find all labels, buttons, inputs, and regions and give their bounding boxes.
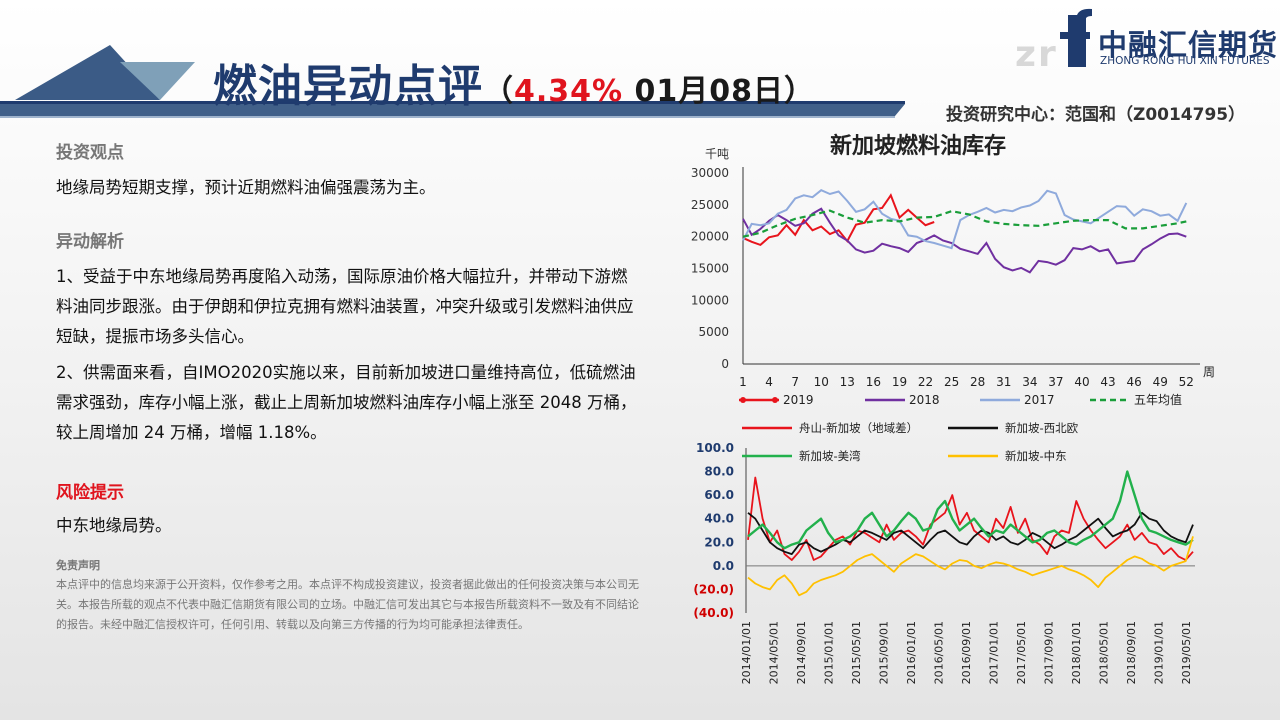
y-tick-label: 60.0 xyxy=(704,488,734,502)
x-tick-label: 22 xyxy=(918,375,933,389)
svg-text:r: r xyxy=(1038,34,1056,75)
x-tick-label: 2017/09/01 xyxy=(1043,621,1056,684)
x-tick-label: 2017/01/01 xyxy=(988,621,1001,684)
view-heading: 投资观点 xyxy=(56,143,124,163)
x-tick-label: 28 xyxy=(970,375,985,389)
x-tick-label: 2014/01/01 xyxy=(740,621,753,684)
company-logo-en: ZHONG RONG HUI XIN FUTURES xyxy=(1100,55,1270,67)
title-change-percent: 4.34% xyxy=(514,74,624,109)
y-tick-label: 100.0 xyxy=(696,441,734,455)
analyst-info: 投资研究中心：范国和（Z0014795） xyxy=(946,105,1246,125)
x-tick-label: 2018/01/01 xyxy=(1070,621,1083,684)
y-axis-unit-label: 千吨 xyxy=(705,147,729,161)
x-axis-unit-label: 周 xyxy=(1203,365,1215,379)
header-banner: z r xyxy=(0,8,1092,118)
x-tick-label: 25 xyxy=(944,375,959,389)
x-tick-label: 2014/09/01 xyxy=(795,621,808,684)
x-tick-label: 43 xyxy=(1100,375,1115,389)
y-tick-label: 40.0 xyxy=(704,512,734,526)
x-tick-label: 16 xyxy=(866,375,881,389)
y-tick-label: 15000 xyxy=(691,262,729,276)
analysis-paragraph-2: 2、供需面来看，自IMO2020实施以来，目前新加坡进口量维持高位，低硫燃油需求… xyxy=(56,363,637,442)
y-tick-label: 10000 xyxy=(691,293,729,307)
commentary-column: 投资观点 地缘局势短期支撑，预计近期燃料油偏强震荡为主。 异动解析 1、受益于中… xyxy=(56,138,641,635)
company-logo-cn: 中融汇信期货 xyxy=(1098,28,1279,62)
svg-text:z: z xyxy=(1015,34,1036,75)
legend-label-0: 2019 xyxy=(783,393,814,407)
series-line-3 xyxy=(742,209,1187,238)
y-tick-label: 80.0 xyxy=(704,465,734,479)
y-tick-label: 20000 xyxy=(691,230,729,244)
x-tick-label: 2014/05/01 xyxy=(768,621,781,684)
x-tick-label: 2016/05/01 xyxy=(933,621,946,684)
title-part2: 异动点评 xyxy=(303,61,483,112)
x-tick-label: 7 xyxy=(791,375,799,389)
x-tick-label: 37 xyxy=(1048,375,1063,389)
x-tick-label: 2019/05/01 xyxy=(1180,621,1193,684)
x-tick-label: 2019/01/01 xyxy=(1153,621,1166,684)
legend-label-2: 2017 xyxy=(1024,393,1055,407)
legend-label-1: 2018 xyxy=(909,393,940,407)
y-tick-label: 0 xyxy=(721,357,729,371)
y-tick-label: 25000 xyxy=(691,198,729,212)
spread-series-1 xyxy=(747,511,1194,556)
view-text: 地缘局势短期支撑，预计近期燃料油偏强震荡为主。 xyxy=(56,178,436,197)
x-tick-label: 10 xyxy=(814,375,829,389)
legend-marker xyxy=(740,397,746,403)
spread-series-0 xyxy=(747,476,1194,561)
x-tick-label: 52 xyxy=(1179,375,1194,389)
y-tick-label: 20.0 xyxy=(704,535,734,549)
disclaimer-text: 本点评中的信息均来源于公开资料，仅作参考之用。本点评不构成投资建议，投资者据此做… xyxy=(56,578,639,631)
x-tick-label: 34 xyxy=(1022,375,1037,389)
series-line-1 xyxy=(742,207,1187,274)
spread-series-2 xyxy=(747,470,1194,550)
x-tick-label: 46 xyxy=(1127,375,1142,389)
y-tick-label: (40.0) xyxy=(693,606,734,620)
x-tick-label: 40 xyxy=(1074,375,1089,389)
chart-inventory-title: 新加坡燃料油库存 xyxy=(830,133,1007,159)
x-tick-label: 49 xyxy=(1153,375,1168,389)
page-title: 燃油异动点评（4.34% 01月08日） xyxy=(213,50,815,114)
legend-label-1: 新加坡-西北欧 xyxy=(1005,421,1079,435)
x-tick-label: 1 xyxy=(739,375,747,389)
spread-series-3 xyxy=(747,536,1194,597)
x-tick-label: 13 xyxy=(840,375,855,389)
legend-label-2: 新加坡-美湾 xyxy=(799,449,861,463)
legend-label-3: 新加坡-中东 xyxy=(1005,449,1067,463)
x-tick-label: 2016/01/01 xyxy=(905,621,918,684)
chart-spreads: (40.0) (20.0) 0.0 20.0 40.0 60.0 80.0 100.0 2014… xyxy=(693,421,1195,684)
x-tick-label: 2016/09/01 xyxy=(960,621,973,684)
x-tick-label: 4 xyxy=(765,375,773,389)
risk-text: 中东地缘局势。 xyxy=(56,516,172,535)
analysis-heading: 异动解析 xyxy=(56,232,124,252)
title-part1: 燃油 xyxy=(213,61,303,112)
x-tick-label: 2015/09/01 xyxy=(878,621,891,684)
x-tick-label: 2015/05/01 xyxy=(850,621,863,684)
y-tick-label: 5000 xyxy=(698,325,729,339)
legend-label-0: 舟山-新加坡（地域差） xyxy=(799,421,918,435)
legend-label-3: 五年均值 xyxy=(1134,392,1182,407)
analysis-paragraph-1: 1、受益于中东地缘局势再度陷入动荡，国际原油价格大幅拉升，并带动下游燃料油同步跟… xyxy=(56,267,634,346)
y-tick-label: 30000 xyxy=(691,166,729,180)
risk-heading: 风险提示 xyxy=(56,483,124,503)
x-tick-label: 19 xyxy=(892,375,907,389)
series-line-0 xyxy=(742,193,935,247)
y-tick-label: 0.0 xyxy=(713,559,734,573)
disclaimer-heading: 免责声明 xyxy=(56,559,100,572)
x-tick-label: 31 xyxy=(996,375,1011,389)
x-tick-label: 2015/01/01 xyxy=(823,621,836,684)
title-date: 01月08日） xyxy=(623,74,816,109)
x-tick-label: 2017/05/01 xyxy=(1015,621,1028,684)
legend-marker xyxy=(772,397,778,403)
y-tick-label: (20.0) xyxy=(693,582,734,596)
x-tick-label: 2018/05/01 xyxy=(1098,621,1111,684)
series-line-2 xyxy=(742,189,1188,250)
x-tick-label: 2018/09/01 xyxy=(1125,621,1138,684)
chart-inventory: 千吨 0 5000 10000 15000 20000 25000 30000 1 4 7 10 13 1… xyxy=(691,147,1215,407)
title-sub-open: （ xyxy=(483,74,514,109)
